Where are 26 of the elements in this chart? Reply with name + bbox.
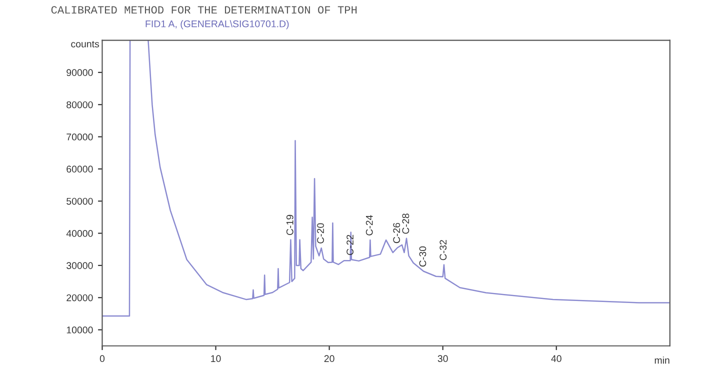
annotation: C-22 [346,234,354,255]
annotation: C-24 [366,215,373,236]
annotation: C-20 [317,223,324,244]
y-tick-label: 50000 [66,198,93,205]
chart-subtitle: FID1 A, (GENERAL\SIG10701.D) [146,20,289,30]
annotation: C-28 [402,214,410,234]
y-tick-label: 60000 [66,166,93,173]
annotation: C-30 [419,246,426,267]
x-tick-label: 40 [551,355,562,362]
x-tick-label: 0 [100,355,105,362]
y-tick-label: 40000 [66,230,93,237]
x-tick-label: 20 [324,355,334,362]
y-tick-label: 30000 [66,262,93,270]
y-tick-label: 20000 [66,294,93,302]
chart-title: CALIBRATED METHOD FOR THE DETERMINATION OF TPH [51,6,357,14]
x-tick-label: 30 [438,355,448,362]
y-tick-label: 70000 [66,134,93,140]
y-tick-label: 80000 [66,101,93,108]
y-tick-label: 10000 [66,326,93,334]
annotation: C-19 [286,214,294,236]
annotation: C-32 [440,240,447,260]
annotation: C-26 [393,222,400,244]
y-tick-label: 90000 [66,69,93,76]
x-axis-title: min [654,356,670,364]
x-tick-label: 10 [211,355,221,362]
y-axis-title: counts [71,41,100,48]
